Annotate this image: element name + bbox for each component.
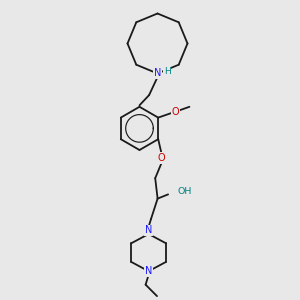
Text: O: O (158, 153, 166, 163)
Text: N: N (154, 68, 161, 79)
Text: N: N (145, 266, 152, 276)
Text: O: O (172, 107, 179, 117)
Text: OH: OH (177, 188, 191, 196)
Text: H: H (164, 68, 170, 76)
Text: N: N (145, 225, 152, 236)
